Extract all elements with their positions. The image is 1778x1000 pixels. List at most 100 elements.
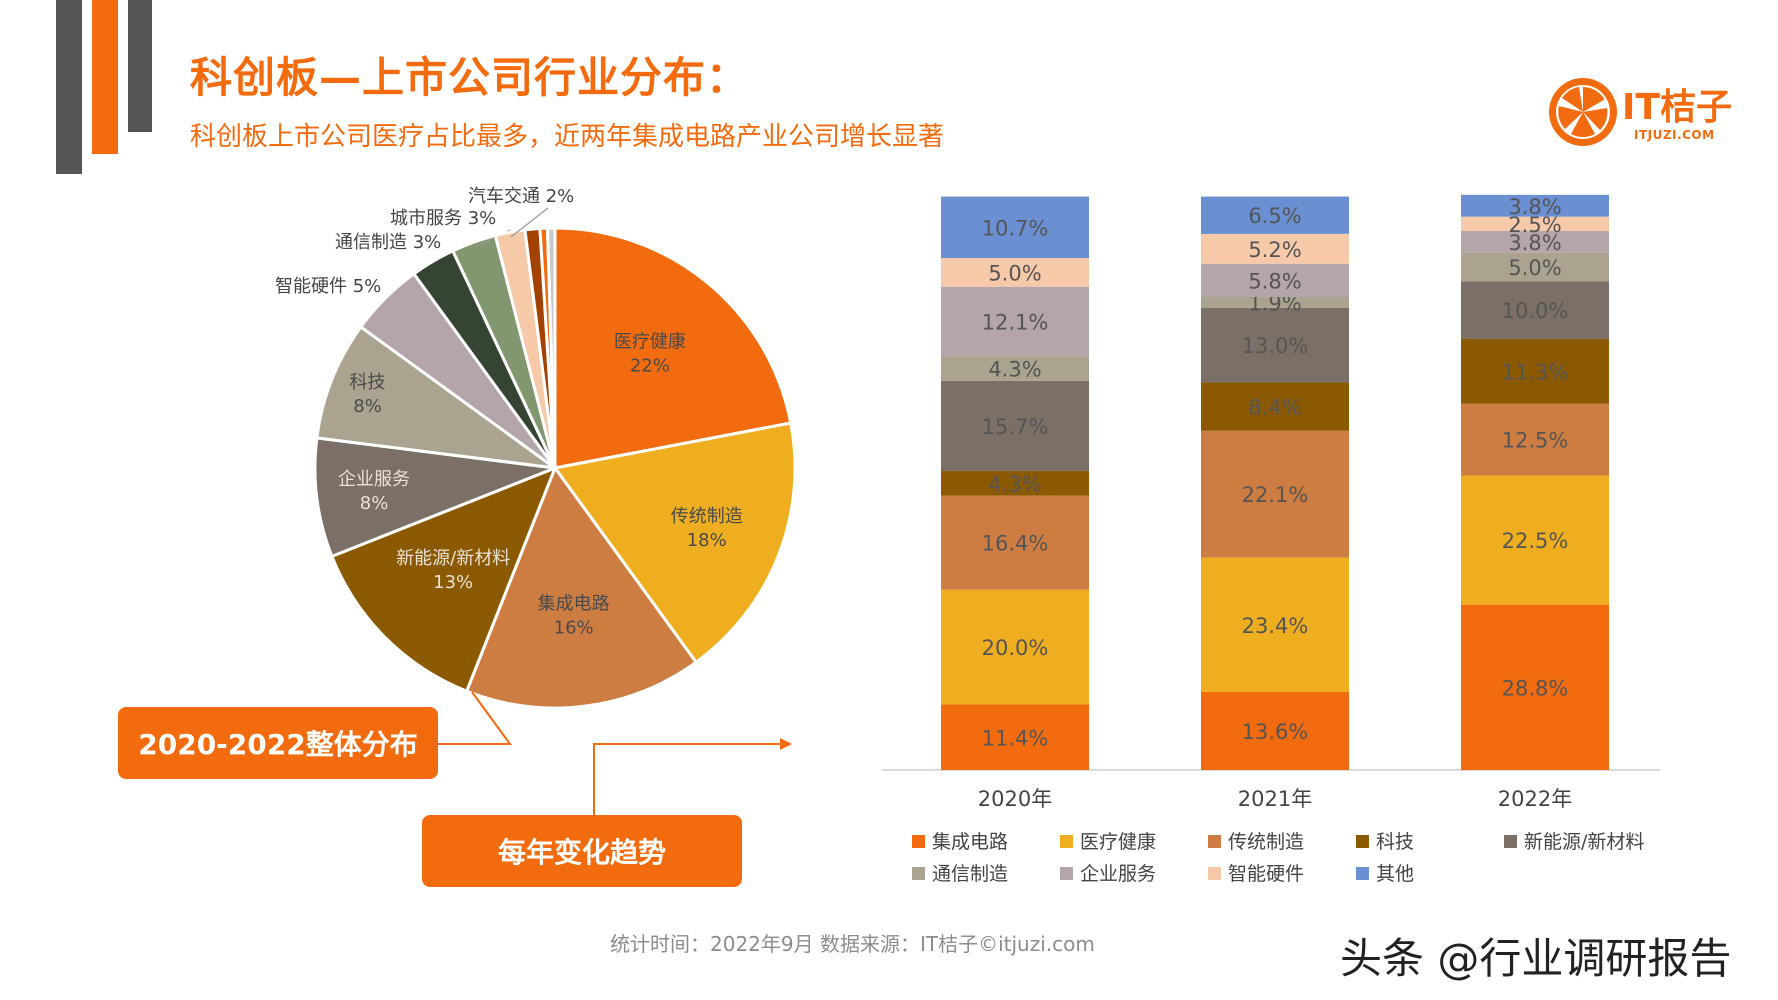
bar-data-label: 23.4% [1242,614,1309,638]
pie-slice-5 [313,436,556,559]
pie-label-value: 16% [554,618,594,639]
legend-label: 智能硬件 [1228,863,1304,885]
pie-label-value: 8% [353,396,382,417]
page-subtitle: 科创板上市公司医疗占比最多，近两年集成电路产业公司增长显著 [190,122,945,152]
bar-segment [941,380,1089,471]
legend-swatch [1208,835,1221,848]
pie-chart: 医疗健康 22% 传统制造 18% 集成电路 16% 新能源/新材料 13% 企业服务 8% 科技 8… [275,186,797,710]
legend-swatch [912,867,925,880]
x-tick-label: 2020年 [978,787,1052,811]
bar-data-label: 10.7% [982,216,1049,240]
bar-segment [941,704,1089,770]
logo-text: IT桔子 [1622,87,1732,128]
legend-label: 科技 [1376,831,1414,853]
pie-label-name: 企业服务 [338,469,410,490]
bar-segment [941,589,1089,705]
legend-swatch [912,835,925,848]
bar-data-label: 3.8% [1508,231,1561,255]
bar-data-label: 11.3% [1502,360,1569,384]
bar-data-label: 22.5% [1502,529,1569,553]
bar-segment [1461,403,1609,476]
pie-label-value: 8% [360,493,389,514]
x-tick-label: 2022年 [1498,787,1572,811]
legend-swatch [1356,867,1369,880]
bar-segment [1201,263,1349,298]
bar-data-label: 15.7% [982,415,1049,439]
bar-segment [941,257,1089,287]
legend-swatch [1060,835,1073,848]
pie-label-name: 科技 [350,372,386,393]
stacked-bar-chart: 11.4% 20.0% 16.4% 4.3% 15.7% 4.3% 12.1% 5.0% 10.… [882,194,1660,885]
pie-slice-1 [553,226,793,470]
bar-data-label: 2.5% [1508,213,1561,237]
deco-bar-orange [92,0,118,154]
bar-data-label: 10.0% [1502,299,1569,323]
bar-data-label: 28.8% [1502,676,1569,700]
bar-data-label: 13.0% [1242,334,1309,358]
bar-segment [941,470,1089,496]
bar-data-label: 5.2% [1248,238,1301,262]
bar-segment [941,286,1089,357]
bar-segment [1201,430,1349,558]
deco-bar-gray-left [56,0,82,174]
bar-data-label: 12.1% [982,310,1049,334]
overall-distribution-tag: 2020-2022整体分布 [118,707,438,779]
page-title: 科创板—上市公司行业分布： [190,53,750,102]
pie-slice-13 [545,226,557,469]
pie-label-value: 13% [433,572,473,593]
legend-swatch [1060,867,1073,880]
pie-outside-label: 通信制造 3% [335,232,441,253]
legend-label: 其他 [1376,863,1414,885]
bar-segment [1461,338,1609,404]
pie-label-name: 医疗健康 [614,331,686,352]
pie-label-value: 18% [687,530,727,551]
bar-data-label: 20.0% [982,636,1049,660]
bar-segment [1461,604,1609,770]
bar-data-label: 5.0% [1508,256,1561,280]
bar-data-label: 3.8% [1508,195,1561,219]
bar-segment [1461,216,1609,232]
bar-data-label: 4.3% [988,357,1041,381]
pie-outside-label: 城市服务 3% [390,208,496,229]
pie-label-name: 新能源/新材料 [396,548,510,569]
legend-swatch [1208,867,1221,880]
legend-label: 医疗健康 [1080,831,1156,853]
legend-label: 集成电路 [932,831,1008,853]
bar-segment [1201,382,1349,431]
logo-subtext: ITJUZI.COM [1634,128,1715,142]
bar-data-label: 5.0% [988,261,1041,285]
pie-outside-label: 汽车交通 2% [468,186,574,207]
bar-segment [1201,557,1349,692]
legend-label: 新能源/新材料 [1524,831,1644,853]
bar-segment [1201,307,1349,383]
pie-leader-line [510,207,549,238]
bar-segment [1461,231,1609,253]
bar-segment [1461,252,1609,282]
pie-outside-label: 智能硬件 5% [275,276,381,297]
bar-segment [941,495,1089,590]
bar-data-label: 4.3% [988,472,1041,496]
bar-segment [1201,196,1349,234]
bar-segment [1461,281,1609,339]
pie-label-name: 传统制造 [671,506,743,527]
bar-segment [1201,691,1349,770]
legend-swatch [1504,835,1517,848]
legend-swatch [1356,835,1369,848]
legend-label: 企业服务 [1080,863,1156,885]
bar-segment [941,356,1089,381]
bar-data-label: 12.5% [1502,429,1569,453]
pie-label-value: 22% [630,355,670,376]
bar-segment [1461,194,1609,217]
orange-logo-icon [1549,78,1617,146]
pie-slice-6 [315,324,556,470]
bar-data-label: 5.8% [1248,269,1301,293]
bar-data-label: 22.1% [1242,483,1309,507]
bar-data-label: 11.4% [982,726,1049,750]
pie-slice-2 [552,421,797,665]
bar-segment [1201,233,1349,264]
watermark-text: 头条 @行业调研报告 [1340,934,1732,983]
legend-label: 传统制造 [1228,831,1304,853]
yearly-trend-tag: 每年变化趋势 [422,815,742,887]
bar-data-label: 6.5% [1248,204,1301,228]
bar-segment [1201,297,1349,308]
